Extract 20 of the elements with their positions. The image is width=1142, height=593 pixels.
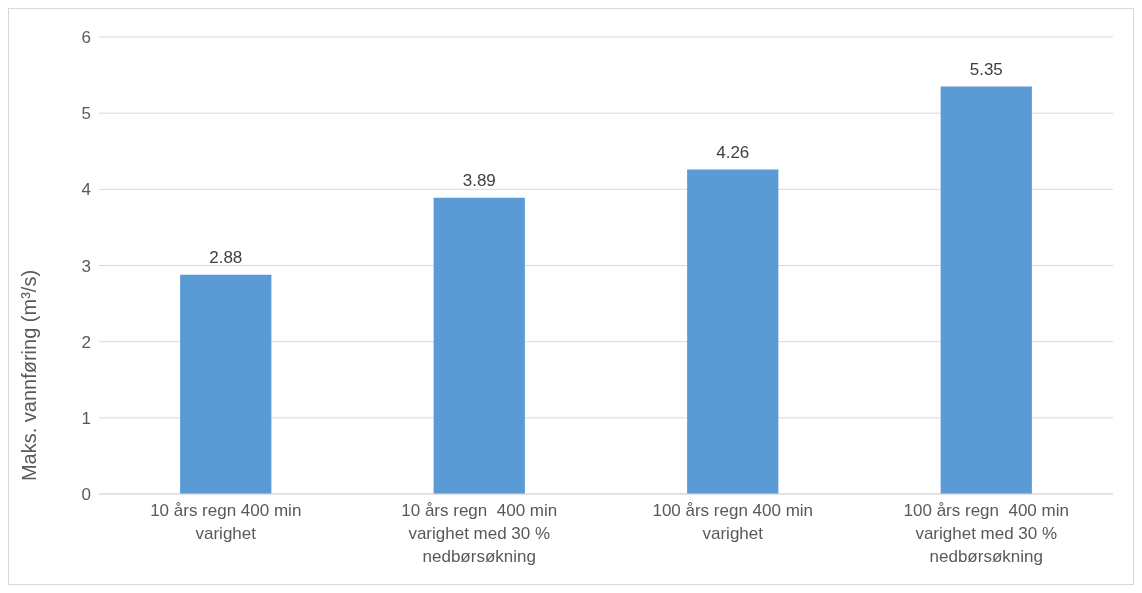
x-tick-label: 100 års regn 400 min varighet: [652, 501, 814, 543]
bar: [687, 169, 779, 494]
y-tick-label: 6: [81, 28, 91, 48]
y-tick-label: 5: [81, 104, 91, 124]
data-label: 4.26: [716, 142, 750, 162]
y-tick-label: 3: [81, 256, 91, 276]
data-label: 5.35: [969, 59, 1003, 79]
x-tick-label: 10 års regn 400 min varighet med 30 % nedbørsøkning: [401, 501, 558, 566]
y-tick-label: 1: [81, 408, 91, 428]
bar: [180, 274, 272, 494]
y-tick-label: 4: [81, 180, 91, 200]
data-label: 2.88: [209, 247, 243, 267]
x-tick-label: 100 års regn 400 min varighet med 30 % nedbørsøkning: [903, 501, 1069, 566]
bar: [940, 86, 1032, 494]
bar: [433, 197, 525, 494]
x-tick-label: 10 års regn 400 min varighet: [150, 501, 302, 543]
data-label: 3.89: [462, 170, 496, 190]
y-tick-label: 2: [81, 332, 91, 352]
y-axis-title: Maks. vannføring (m³/s): [18, 269, 41, 482]
y-tick-label: 0: [81, 485, 91, 505]
